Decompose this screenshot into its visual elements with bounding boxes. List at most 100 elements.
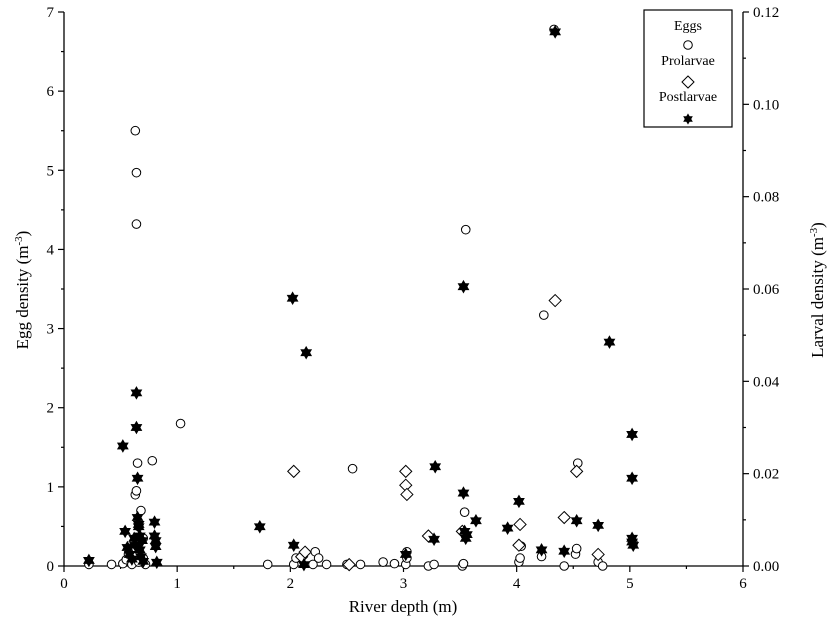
prolarvae-point-13 [569, 464, 584, 479]
right-y-axis-ticks: 0.00 0.02 0.04 0.06 0.08 0.10 0.12 [743, 5, 780, 575]
legend: Eggs Prolarvae Postlarvae [643, 9, 733, 128]
eggs-point-12 [131, 219, 142, 229]
postlarvae-point-17 [136, 533, 148, 548]
legend-label-prolarvae: Prolarvae [661, 54, 715, 69]
right-y-tick-label-1: 0.02 [753, 467, 779, 483]
postlarvae-point-28 [300, 345, 313, 360]
postlarvae-point-18 [137, 554, 150, 569]
postlarvae-point-39 [513, 494, 525, 509]
postlarvae-point-44 [592, 518, 605, 533]
eggs-point-17 [147, 455, 158, 466]
x-tick-label-2: 2 [287, 576, 295, 592]
eggs-point-1 [106, 559, 117, 570]
right-y-tick-label-0: 0.00 [753, 559, 779, 575]
x-tick-label-1: 1 [173, 576, 181, 592]
postlarvae-point-45 [603, 335, 616, 349]
postlarvae-point-9 [130, 420, 143, 435]
eggs-point-25 [308, 559, 318, 570]
postlarvae-point-10 [131, 471, 144, 486]
x-axis-ticks: 0 1 2 3 4 5 6 [60, 566, 747, 592]
prolarvae-point-11 [548, 293, 562, 308]
eggs-point-9 [132, 458, 143, 468]
postlarvae-point-25 [286, 291, 299, 306]
left-y-tick-label-7: 7 [47, 5, 55, 21]
series-postlarvae [83, 25, 640, 572]
right-y-tick-label-5: 0.10 [753, 97, 779, 113]
eggs-point-21 [175, 418, 186, 429]
postlarvae-point-50 [627, 538, 640, 553]
prolarvae-point-10 [513, 517, 527, 532]
series-eggs [84, 24, 608, 571]
prolarvae-point-12 [557, 510, 571, 525]
eggs-point-10 [130, 125, 141, 136]
prolarvae-point-3 [342, 557, 356, 572]
postlarvae-point-42 [558, 544, 571, 559]
postlarvae-point-38 [501, 521, 514, 535]
postlarvae-point-5 [126, 552, 138, 566]
eggs-point-42 [460, 224, 471, 235]
left-y-tick-label-3: 3 [47, 322, 55, 338]
eggs-point-22 [262, 559, 273, 570]
prolarvae-point-2 [298, 545, 312, 559]
postlarvae-point-47 [626, 471, 638, 486]
x-tick-label-5: 5 [626, 576, 634, 592]
eggs-point-30 [347, 463, 358, 474]
left-y-tick-label-4: 4 [47, 242, 55, 258]
left-y-tick-label-1: 1 [47, 480, 55, 496]
legend-label-eggs: Eggs [674, 19, 702, 34]
postlarvae-point-22 [149, 539, 162, 554]
x-tick-label-6: 6 [739, 576, 747, 592]
series-prolarvae [287, 293, 605, 572]
eggs-point-33 [389, 558, 400, 569]
postlarvae-point-46 [626, 427, 638, 442]
postlarvae-point-29 [399, 547, 412, 562]
eggs-point-51 [571, 543, 582, 554]
eggs-point-28 [321, 559, 332, 570]
eggs-point-49 [559, 561, 569, 571]
x-tick-label-3: 3 [400, 576, 408, 592]
postlarvae-point-40 [535, 543, 548, 557]
postlarvae-point-32 [457, 279, 470, 294]
postlarvae-point-33 [457, 486, 470, 500]
legend-marker-eggs [683, 40, 693, 50]
left-y-tick-label-5: 5 [47, 163, 55, 179]
left-y-axis-title: Egg density (m-3) [13, 231, 32, 350]
x-axis-title: River depth (m) [349, 597, 458, 616]
left-y-tick-label-0: 0 [47, 559, 55, 575]
right-y-tick-label-2: 0.04 [753, 374, 780, 390]
left-y-axis-ticks: 0 1 2 3 4 5 6 7 [47, 5, 64, 575]
eggs-point-47 [539, 310, 549, 320]
eggs-point-44 [515, 553, 525, 563]
postlarvae-point-19 [148, 515, 161, 529]
postlarvae-point-0 [83, 553, 95, 568]
eggs-point-38 [429, 559, 439, 570]
legend-label-postlarvae: Postlarvae [659, 90, 717, 105]
postlarvae-point-1 [116, 439, 129, 453]
eggs-point-54 [597, 561, 608, 571]
prolarvae-point-0 [287, 464, 301, 479]
prolarvae-point-14 [591, 547, 605, 562]
postlarvae-point-31 [429, 459, 442, 474]
eggs-point-11 [131, 167, 142, 178]
legend-marker-prolarvae [681, 75, 695, 89]
postlarvae-point-24 [253, 519, 266, 534]
left-y-tick-label-2: 2 [47, 401, 55, 417]
postlarvae-point-41 [549, 25, 562, 39]
postlarvae-point-8 [130, 386, 143, 400]
data-points [83, 24, 640, 572]
eggs-point-32 [378, 557, 388, 567]
right-y-tick-label-3: 0.06 [753, 282, 780, 298]
postlarvae-point-13 [132, 519, 145, 534]
eggs-point-31 [355, 559, 366, 570]
eggs-point-41 [459, 507, 470, 517]
right-y-tick-label-4: 0.08 [753, 190, 779, 206]
legend-box [643, 9, 733, 128]
x-tick-label-4: 4 [513, 576, 521, 592]
prolarvae-point-9 [512, 538, 526, 552]
prolarvae-point-4 [399, 464, 413, 479]
postlarvae-point-27 [298, 557, 310, 572]
postlarvae-point-26 [287, 538, 300, 553]
postlarvae-point-36 [460, 527, 473, 542]
eggs-point-8 [131, 486, 142, 496]
